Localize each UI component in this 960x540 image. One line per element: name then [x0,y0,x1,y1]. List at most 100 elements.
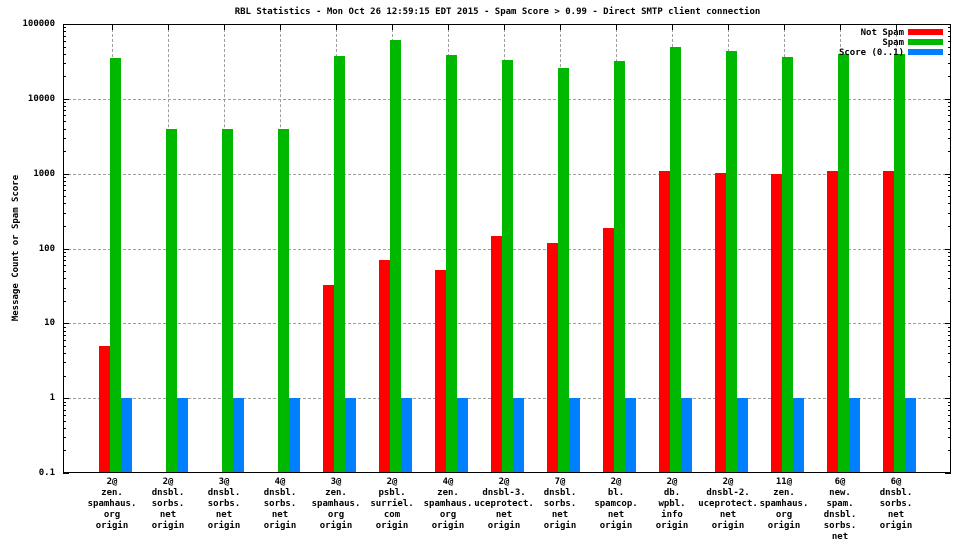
bar-score-0-1 [457,398,468,473]
y-minor-tick [63,63,66,64]
y-minor-tick [948,36,951,37]
x-top-tick [112,24,113,30]
bar-not-spam [827,171,838,473]
legend-label: Score (0..1) [838,48,904,58]
y-minor-tick [63,190,66,191]
y-major-tick [63,99,69,100]
y-minor-tick [63,346,66,347]
x-category-label: 2@ dnsbl-3. uceprotect. net origin [474,477,534,531]
bar-score-0-1 [513,398,524,473]
x-top-tick [168,24,169,30]
y-minor-tick [948,41,951,42]
y-minor-tick [948,428,951,429]
y-minor-tick [948,335,951,336]
y-minor-tick [948,437,951,438]
y-minor-tick [948,327,951,328]
y-major-tick [63,398,69,399]
bar-spam [390,40,401,473]
bar-score-0-1 [793,398,804,473]
y-minor-tick [948,402,951,403]
y-minor-tick [948,410,951,411]
y-minor-tick [948,376,951,377]
y-minor-tick [948,115,951,116]
y-minor-tick [63,213,66,214]
bar-score-0-1 [121,398,132,473]
y-minor-tick [63,76,66,77]
x-category-label: 6@ dnsbl. sorbs. net origin [879,477,913,531]
bar-spam [670,47,681,473]
x-top-tick [448,24,449,30]
y-minor-tick [63,288,66,289]
x-top-tick [672,24,673,30]
legend-swatch-score [908,49,943,55]
y-minor-tick [948,185,951,186]
bar-score-0-1 [569,398,580,473]
bar-spam [334,56,345,473]
bar-score-0-1 [345,398,356,473]
legend-label: Spam [882,38,904,48]
x-category-label: 2@ bl. spamcop. net origin [594,477,638,531]
x-top-tick [728,24,729,30]
x-category-label: 2@ psbl. surriel. com origin [370,477,414,531]
y-minor-tick [63,27,66,28]
y-minor-tick [948,252,951,253]
y-minor-tick [948,301,951,302]
bar-not-spam [659,171,670,473]
y-minor-tick [948,63,951,64]
y-tick-label: 10000 [27,94,55,104]
y-minor-tick [948,54,951,55]
y-minor-tick [63,402,66,403]
x-top-tick [224,24,225,30]
x-category-label: 2@ zen. spamhaus. org origin [87,477,137,531]
x-top-tick [896,24,897,30]
x-category-label: 3@ dnsbl. sorbs. net origin [207,477,241,531]
y-minor-tick [948,102,951,103]
y-minor-tick [63,47,66,48]
y-minor-tick [948,106,951,107]
y-major-tick [63,323,69,324]
y-major-tick [945,174,951,175]
x-category-label: 4@ dnsbl. sorbs. net origin [263,477,297,531]
bar-spam [222,129,233,473]
x-top-tick [336,24,337,30]
bar-spam [278,129,289,473]
y-minor-tick [63,196,66,197]
y-minor-tick [948,265,951,266]
x-category-label: 2@ dnsbl-2. uceprotect. net origin [698,477,758,531]
y-minor-tick [63,260,66,261]
y-minor-tick [63,376,66,377]
bar-spam [502,60,513,473]
y-major-tick [63,249,69,250]
y-minor-tick [63,327,66,328]
y-minor-tick [948,177,951,178]
y-minor-tick [63,428,66,429]
y-minor-tick [63,252,66,253]
x-top-tick [392,24,393,30]
y-tick-label: 0.1 [38,468,55,478]
y-major-tick [63,174,69,175]
bar-spam [614,61,625,473]
bar-not-spam [603,228,614,473]
y-minor-tick [948,213,951,214]
y-major-tick [945,99,951,100]
bar-score-0-1 [681,398,692,473]
bar-score-0-1 [401,398,412,473]
y-minor-tick [948,271,951,272]
bar-not-spam [547,243,558,473]
bar-spam [166,129,177,473]
bar-not-spam [323,285,334,473]
y-minor-tick [948,331,951,332]
x-category-label: 4@ zen. spamhaus. org origin [423,477,473,531]
bar-score-0-1 [849,398,860,473]
x-category-label: 2@ db. wpbl. info origin [655,477,689,531]
legend-swatch-not-spam [908,29,943,35]
bar-spam [446,55,457,473]
y-minor-tick [63,115,66,116]
y-minor-tick [63,151,66,152]
bar-score-0-1 [905,398,916,473]
x-top-tick [784,24,785,30]
y-minor-tick [63,110,66,111]
y-minor-tick [63,36,66,37]
y-minor-tick [63,301,66,302]
